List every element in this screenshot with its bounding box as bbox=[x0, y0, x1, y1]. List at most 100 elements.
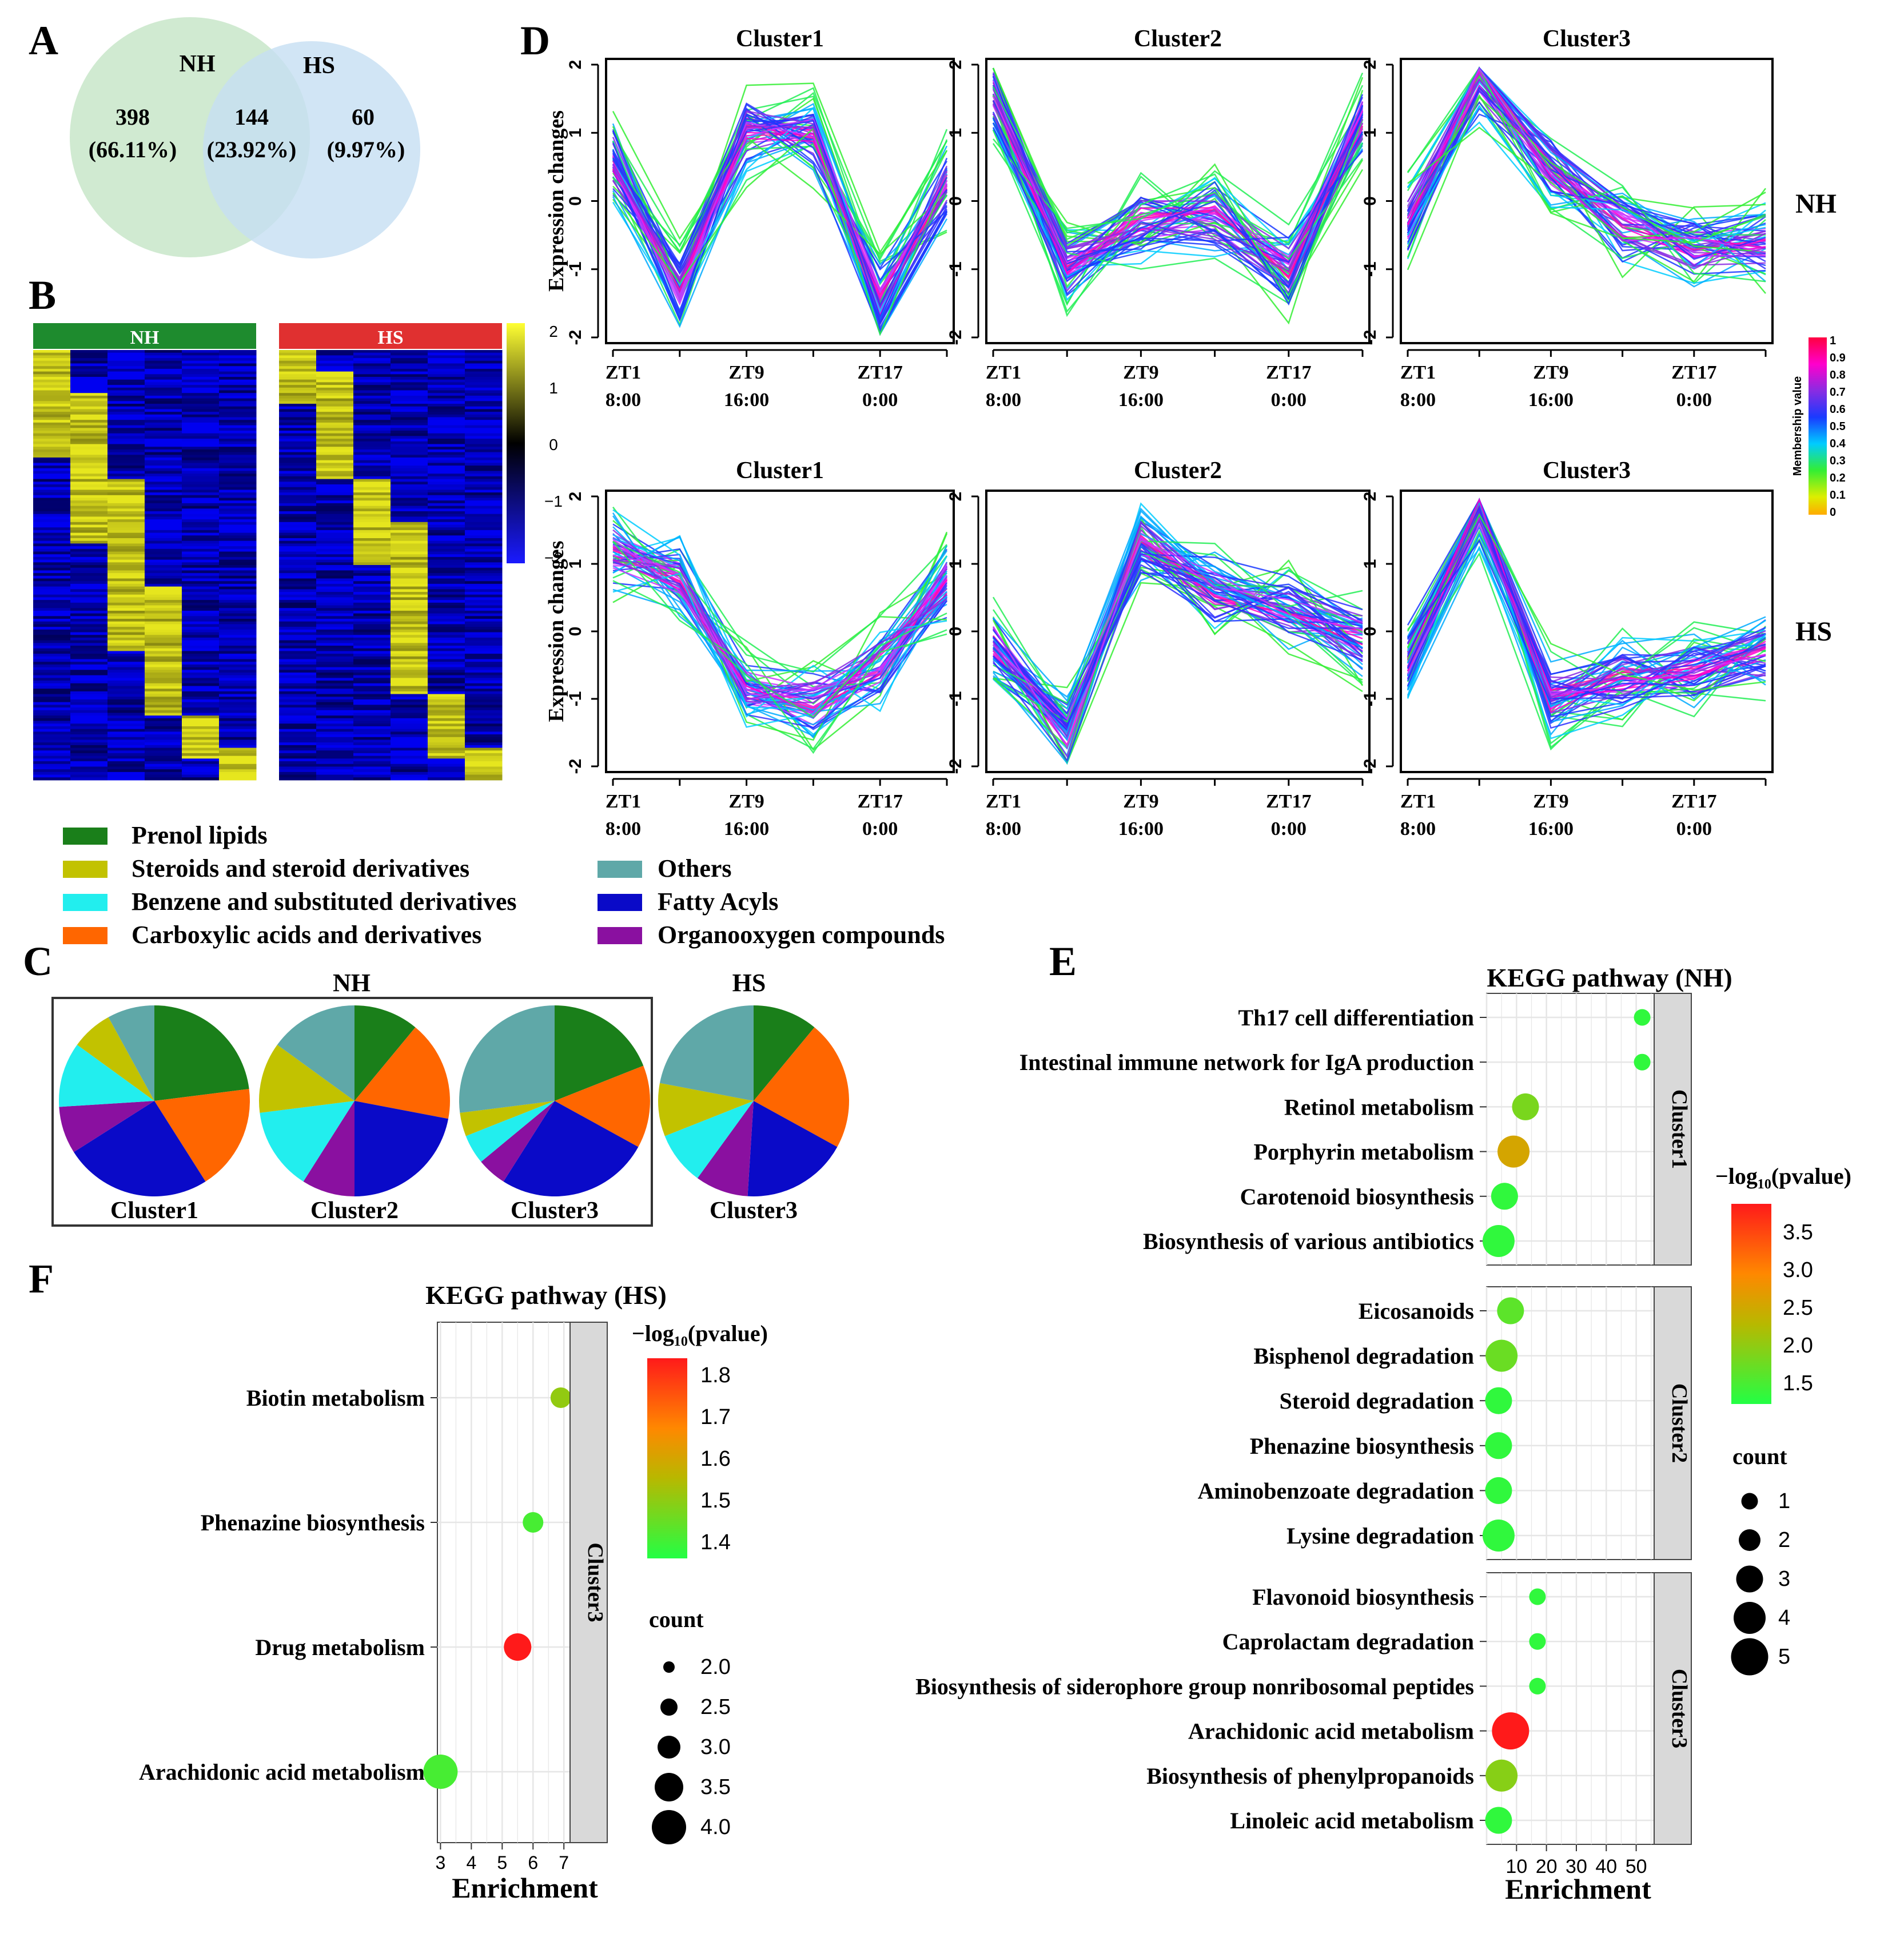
heatmap-cell bbox=[107, 670, 145, 673]
venn-left-pct: (66.11%) bbox=[89, 137, 177, 162]
heatmap-cell bbox=[428, 387, 465, 391]
heatmap-cell bbox=[182, 656, 220, 659]
heatmap-cell bbox=[145, 729, 182, 732]
heatmap-cell bbox=[391, 412, 428, 415]
heatmap-cell bbox=[279, 673, 317, 676]
cluster-line bbox=[612, 110, 947, 256]
heatmap-cell bbox=[182, 503, 220, 507]
kegg-point bbox=[1529, 1677, 1546, 1695]
heatmap-cell bbox=[182, 699, 220, 703]
heatmap-cell bbox=[107, 686, 145, 689]
heatmap-cell bbox=[428, 428, 465, 431]
heatmap-cell bbox=[391, 522, 428, 525]
heatmap-cell bbox=[279, 699, 317, 703]
heatmap-cell bbox=[465, 731, 503, 735]
heatmap-cell bbox=[182, 697, 220, 700]
heatmap-cell bbox=[70, 530, 108, 534]
heatmap-cell bbox=[279, 439, 317, 442]
x-tick-label-time: 8:00 bbox=[1400, 818, 1436, 840]
heatmap-cell bbox=[33, 670, 71, 673]
heatmap-cell bbox=[279, 616, 317, 619]
heatmap-cell bbox=[70, 683, 108, 686]
heatmap-cell bbox=[428, 535, 465, 539]
heatmap-cell bbox=[182, 556, 220, 560]
heatmap-cell bbox=[70, 742, 108, 746]
heatmap-cell bbox=[279, 532, 317, 536]
heatmap-cell bbox=[145, 613, 182, 617]
heatmap-cell bbox=[316, 495, 354, 498]
heatmap-cell bbox=[182, 710, 220, 713]
y-tick-label: 0 bbox=[946, 196, 965, 206]
heatmap-cell bbox=[107, 640, 145, 643]
heatmap-cell bbox=[219, 495, 257, 498]
heatmap-cell bbox=[107, 428, 145, 431]
color-legend-tick: 3.5 bbox=[1783, 1220, 1813, 1244]
heatmap-cell bbox=[465, 632, 503, 635]
heatmap-cell bbox=[219, 425, 257, 428]
heatmap-cell bbox=[219, 490, 257, 493]
heatmap-cell bbox=[353, 377, 391, 380]
heatmap-cell bbox=[33, 379, 71, 383]
heatmap-cell bbox=[70, 648, 108, 651]
heatmap-cell bbox=[182, 406, 220, 409]
heatmap-cell bbox=[219, 360, 257, 364]
heatmap-cell bbox=[428, 610, 465, 614]
heatmap-cell bbox=[353, 761, 391, 765]
heatmap-cell bbox=[145, 705, 182, 708]
heatmap-cell bbox=[107, 546, 145, 550]
heatmap-cell bbox=[353, 439, 391, 442]
heatmap-cell bbox=[70, 643, 108, 646]
pie-slice bbox=[108, 1005, 154, 1101]
heatmap-cell bbox=[391, 358, 428, 361]
heatmap-cell bbox=[107, 723, 145, 727]
heatmap-cell bbox=[391, 578, 428, 582]
heatmap-cell bbox=[70, 766, 108, 770]
heatmap-cell bbox=[465, 431, 503, 434]
heatmap-cell bbox=[316, 629, 354, 633]
heatmap-cell bbox=[107, 755, 145, 759]
heatmap-cell bbox=[33, 654, 71, 657]
heatmap-cell bbox=[182, 398, 220, 401]
heatmap-cell bbox=[465, 659, 503, 662]
heatmap-cell bbox=[145, 565, 182, 568]
heatmap-cell bbox=[279, 352, 317, 356]
heatmap-cell bbox=[353, 726, 391, 730]
heatmap-cell bbox=[465, 600, 503, 603]
heatmap-cell bbox=[145, 482, 182, 485]
heatmap-cell bbox=[70, 678, 108, 681]
cluster-title: Cluster2 bbox=[1134, 458, 1222, 484]
heatmap-cell bbox=[33, 769, 71, 773]
heatmap-cell bbox=[145, 616, 182, 619]
heatmap-cell bbox=[353, 600, 391, 603]
size-legend-tick: 5 bbox=[1778, 1645, 1790, 1669]
heatmap-cell bbox=[33, 527, 71, 531]
heatmap-cell bbox=[33, 766, 71, 770]
heatmap-cell bbox=[279, 374, 317, 377]
heatmap-cell bbox=[465, 441, 503, 444]
heatmap-cell bbox=[279, 455, 317, 458]
heatmap-cell bbox=[70, 463, 108, 466]
heatmap-cell bbox=[279, 763, 317, 767]
cluster-line bbox=[612, 118, 948, 319]
heatmap-cell bbox=[182, 390, 220, 393]
heatmap-cell bbox=[219, 656, 257, 659]
heatmap-cell bbox=[353, 624, 391, 627]
heatmap-cell bbox=[182, 355, 220, 359]
heatmap-cell bbox=[353, 570, 391, 574]
heatmap-cell bbox=[33, 409, 71, 412]
heatmap-cell bbox=[316, 605, 354, 608]
heatmap-cell bbox=[182, 597, 220, 600]
heatmap-cell bbox=[465, 643, 503, 646]
cluster-line bbox=[993, 553, 1363, 731]
heatmap-cell bbox=[219, 632, 257, 635]
heatmap-cell bbox=[70, 468, 108, 471]
pathway-label: Caprolactam degradation bbox=[1222, 1629, 1474, 1654]
heatmap-cell bbox=[465, 490, 503, 493]
heatmap-cell bbox=[33, 594, 71, 598]
heatmap-cell bbox=[107, 673, 145, 676]
heatmap-cell bbox=[145, 753, 182, 757]
heatmap-cell bbox=[428, 637, 465, 641]
heatmap-cell bbox=[465, 567, 503, 571]
heatmap-cell bbox=[316, 637, 354, 641]
membership-tick: 0 bbox=[1830, 506, 1836, 519]
